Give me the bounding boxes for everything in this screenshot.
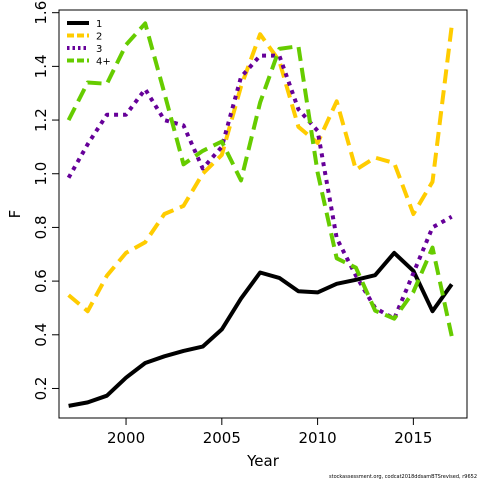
y-tick-label: 0.6 xyxy=(32,269,50,293)
y-axis: 0.2 0.4 0.6 0.8 1.0 1.2 1.4 1.6 xyxy=(32,1,60,401)
x-axis: 2000 2005 2010 2015 xyxy=(107,417,432,447)
y-tick-label: 1.6 xyxy=(32,1,50,25)
y-tick-label: 0.4 xyxy=(32,323,50,347)
series-layer xyxy=(66,21,454,408)
y-axis-label: F xyxy=(6,210,24,219)
y-tick-label: 1.4 xyxy=(32,54,50,78)
series-2-line xyxy=(67,25,454,314)
x-axis-label: Year xyxy=(246,452,280,470)
x-tick-label: 2000 xyxy=(107,429,145,447)
legend-label-3: 3 xyxy=(96,44,102,55)
y-tick-label: 0.8 xyxy=(32,215,50,239)
legend-label-4: 4+ xyxy=(96,57,111,68)
legend: 1 23 4+ xyxy=(67,19,111,68)
series-1-line xyxy=(68,250,454,408)
x-tick-label: 2005 xyxy=(203,429,241,447)
y-tick-label: 0.2 xyxy=(32,377,50,401)
legend-label-2: 2 xyxy=(96,32,102,43)
legend-label-1: 1 xyxy=(96,19,102,30)
x-tick-label: 2015 xyxy=(394,429,432,447)
x-tick-label: 2010 xyxy=(298,429,336,447)
footnote: stockassessment.org, codcat2018ddsamBTSr… xyxy=(329,474,477,480)
y-tick-label: 1.2 xyxy=(32,108,50,132)
y-tick-label: 1.0 xyxy=(32,162,50,186)
series-4-line xyxy=(66,21,454,337)
